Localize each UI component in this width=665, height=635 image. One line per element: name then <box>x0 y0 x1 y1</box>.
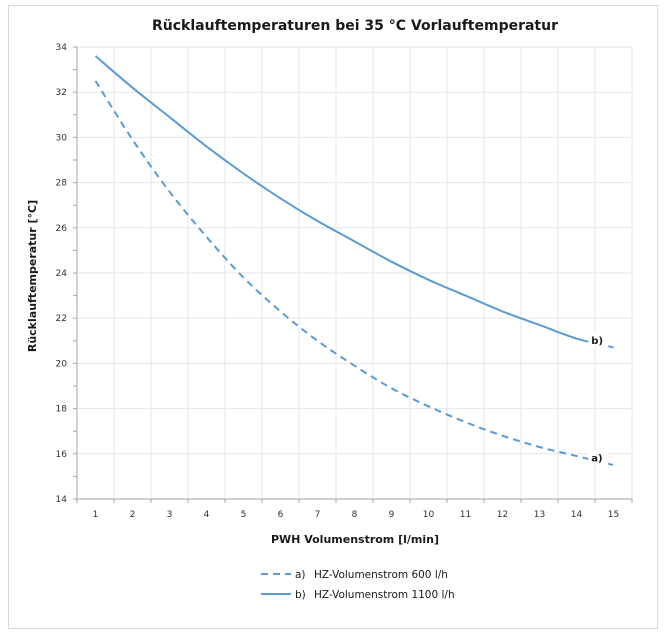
series-annotation-a: a) <box>591 454 602 465</box>
series-annotations: a) b) <box>588 333 609 465</box>
legend: a) HZ-Volumenstrom 600 l/h b) HZ-Volumenstr… <box>261 569 455 601</box>
x-tick-label: 10 <box>423 510 435 520</box>
x-tick-label: 15 <box>608 510 619 520</box>
x-tick-label: 11 <box>460 510 471 520</box>
x-tick-label: 8 <box>352 510 358 520</box>
series-lines <box>94 55 614 467</box>
x-tick-label: 1 <box>93 510 99 520</box>
y-tick-label: 20 <box>56 359 68 369</box>
x-tick-label: 7 <box>315 510 321 520</box>
chart-frame: Rücklauftemperaturen bei 35 °C Vorlaufte… <box>8 5 658 629</box>
x-tick-label: 6 <box>278 510 284 520</box>
y-tick-label: 14 <box>56 495 68 505</box>
x-tick-label: 13 <box>534 510 545 520</box>
y-tick-label: 18 <box>56 405 68 415</box>
series-line-a <box>94 80 614 467</box>
x-tick-label: 12 <box>497 510 508 520</box>
x-tick-label: 14 <box>571 510 583 520</box>
y-tick-label: 22 <box>56 314 67 324</box>
y-tick-label: 24 <box>56 269 68 279</box>
annotation-background <box>588 333 609 348</box>
series-annotation-b: b) <box>591 336 603 347</box>
chart-title: Rücklauftemperaturen bei 35 °C Vorlaufte… <box>152 18 558 34</box>
x-tick-label: 9 <box>389 510 395 520</box>
legend-marker-a: a) <box>295 569 306 581</box>
annotation-background <box>588 450 609 465</box>
chart-svg: Rücklauftemperaturen bei 35 °C Vorlaufte… <box>26 18 633 601</box>
x-tick-label: 5 <box>241 510 247 520</box>
y-axis-label: Rücklauftemperatur [°C] <box>26 200 39 352</box>
x-tick-label: 2 <box>130 510 136 520</box>
legend-marker-b: b) <box>295 589 306 601</box>
y-tick-label: 32 <box>56 88 67 98</box>
y-tick-label: 30 <box>56 133 68 143</box>
axes <box>73 46 633 503</box>
series-line-b <box>94 55 614 349</box>
y-tick-label: 28 <box>56 179 68 189</box>
legend-label-a: HZ-Volumenstrom 600 l/h <box>314 569 448 581</box>
x-tick-label: 3 <box>167 510 173 520</box>
gridlines <box>76 46 633 500</box>
y-tick-labels: 14 16 18 20 22 24 26 28 30 32 34 <box>56 43 68 505</box>
y-tick-label: 16 <box>56 450 68 460</box>
y-tick-label: 34 <box>56 43 68 53</box>
legend-label-b: HZ-Volumenstrom 1100 l/h <box>314 589 455 601</box>
x-axis-label: PWH Volumenstrom [l/min] <box>271 533 439 546</box>
y-tick-label: 26 <box>56 224 68 234</box>
x-tick-labels: 1 2 3 4 5 6 7 8 9 10 11 12 13 14 15 <box>93 510 620 520</box>
x-tick-label: 4 <box>204 510 210 520</box>
